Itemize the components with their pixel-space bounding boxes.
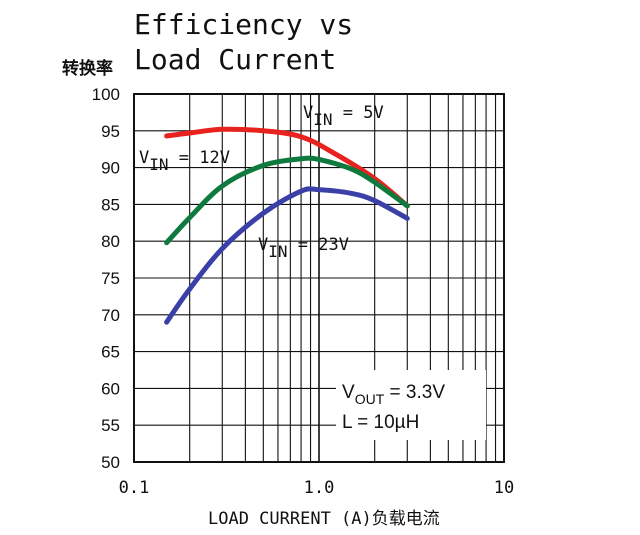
y-tick-label: 70 [101, 306, 120, 325]
series-lines [164, 126, 410, 325]
y-tick-label: 50 [101, 453, 120, 472]
y-tick-labels: 50 55 60 65 70 75 80 85 90 95 100 [92, 85, 120, 472]
chart-title-line-2: Load Current [134, 43, 336, 76]
y-tick-label: 55 [101, 416, 120, 435]
x-tick-label: 0.1 [119, 478, 150, 498]
series-label-sub: IN [149, 155, 168, 174]
y-tick-label: 80 [101, 232, 120, 251]
series-label-sub: IN [313, 110, 332, 129]
chart-title-line-1: Efficiency vs [134, 8, 353, 41]
y-tick-label: 95 [101, 122, 120, 141]
y-tick-label: 85 [101, 195, 120, 214]
series-label-main: V [139, 148, 149, 168]
series-line-vin-5v [164, 126, 410, 209]
annotation-vout-sub: OUT [355, 391, 385, 407]
series-label-vin-23v: VIN = 23V [258, 235, 349, 261]
series-label-value: = 5V [333, 103, 384, 123]
annotation-line-2: L = 10µH [342, 412, 419, 433]
series-label-vin-5v: VIN = 5V [303, 103, 384, 129]
annotation-line-1: VOUT = 3.3V [342, 382, 445, 407]
series-label-main: V [303, 103, 313, 123]
x-tick-label: 10 [494, 478, 514, 498]
y-tick-label: 65 [101, 343, 120, 362]
annotation-background [336, 370, 486, 440]
y-axis-label: 转换率 [62, 58, 113, 79]
annotation-vout-main: V [342, 382, 355, 403]
x-tick-labels: 0.1 1.0 10 [119, 478, 515, 498]
y-tick-label: 75 [101, 269, 120, 288]
series-label-value: = 23V [288, 235, 349, 255]
y-tick-label: 60 [101, 379, 120, 398]
y-tick-label: 90 [101, 159, 120, 178]
series-label-main: V [258, 235, 268, 255]
series-label-sub: IN [268, 242, 287, 261]
series-label-value: = 12V [169, 148, 230, 168]
x-axis-label: LOAD CURRENT (A)负载电流 [208, 509, 440, 529]
annotation-box: VOUT = 3.3V L = 10µH [336, 370, 486, 440]
annotation-vout-value: = 3.3V [384, 382, 445, 403]
y-tick-label: 100 [92, 85, 120, 104]
series-line-vin-12v [164, 155, 410, 246]
series-line-vin-23v [164, 186, 410, 325]
series-label-vin-12v: VIN = 12V [139, 148, 230, 174]
plot-frame [133, 93, 505, 463]
x-tick-label: 1.0 [304, 478, 335, 498]
